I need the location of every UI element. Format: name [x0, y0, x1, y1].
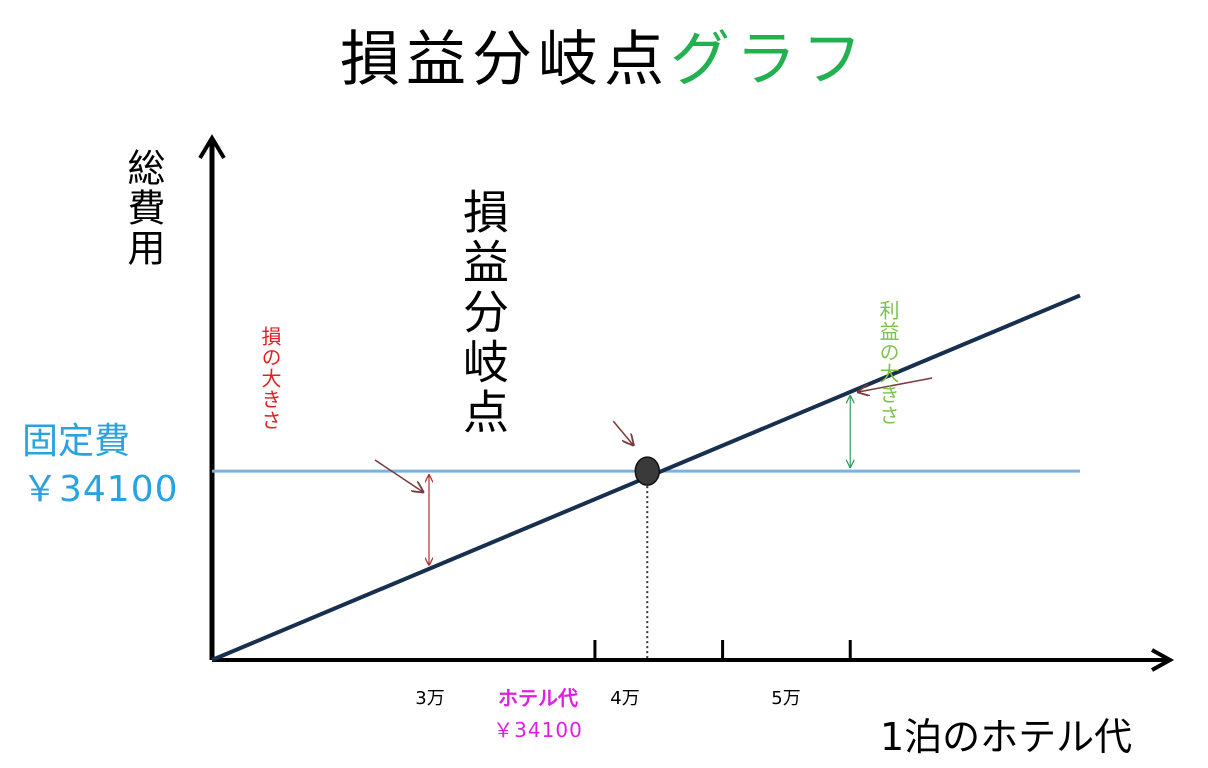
profit-label: 利益の大きさ	[876, 300, 900, 426]
x-axis-label: 1泊のホテル代	[880, 715, 1133, 759]
hotel-price-label: ホテル代	[498, 686, 578, 710]
fixed-cost-value: ￥34100	[22, 469, 179, 510]
break-even-point	[634, 456, 661, 486]
loss-pointer-arrow	[374, 459, 423, 492]
x-tick-label-3: 3万	[415, 688, 445, 709]
x-tick-label-5: 5万	[771, 688, 801, 709]
y-axis-label: 総費用	[121, 148, 165, 268]
hotel-price-value: ￥34100	[493, 718, 583, 742]
y-axis-arrowhead	[198, 134, 226, 160]
x-axis-arrowhead	[1151, 648, 1175, 672]
title-accent: グラフ	[670, 25, 868, 95]
profit-pointer-arrow	[858, 377, 933, 392]
loss-label: 損の大きさ	[258, 326, 282, 431]
fixed-cost-label: 固定費	[22, 421, 131, 462]
break-even-pointer-arrow	[612, 420, 633, 445]
break-even-label: 損益分岐点	[456, 188, 510, 438]
page-title: 損益分岐点グラフ	[0, 20, 1208, 100]
title-main: 損益分岐点	[340, 25, 670, 95]
x-tick-label-4: 4万	[610, 688, 640, 709]
